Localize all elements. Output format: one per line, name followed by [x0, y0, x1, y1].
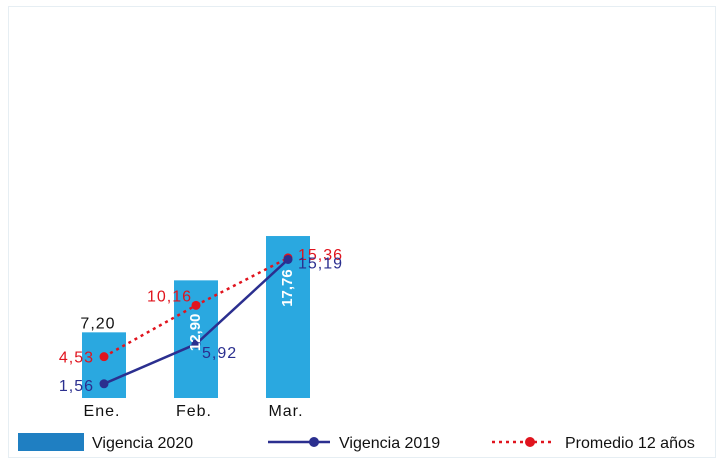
vigencia-2019-point	[99, 379, 109, 389]
vigencia-2019-point	[283, 254, 293, 264]
bar-value-label: 17,76	[279, 269, 296, 307]
promedio-value-label: 10,16	[147, 288, 192, 305]
promedio-value-label: 4,53	[59, 350, 94, 367]
legend-marker	[525, 437, 535, 447]
x-tick-label: Mar.	[268, 403, 303, 420]
vigencia-2019-value-label: 1,56	[59, 378, 94, 395]
legend-swatch-bar	[18, 433, 84, 451]
bar-value-label: 7,20	[80, 315, 115, 332]
legend-label: Vigencia 2020	[92, 435, 193, 452]
legend-label: Promedio 12 años	[565, 435, 695, 452]
bar-feb	[174, 280, 218, 398]
bar-value-label: 12,90	[187, 314, 204, 352]
x-tick-label: Ene.	[84, 403, 121, 420]
promedio-point	[191, 300, 201, 310]
vigencia-2019-value-label: 15,19	[298, 255, 343, 272]
vigencia-2019-point	[191, 339, 201, 349]
vigencia-2019-value-label: 5,92	[202, 345, 237, 362]
x-tick-label: Feb.	[176, 403, 212, 420]
promedio-value-label: 15,36	[298, 247, 343, 264]
legend-label: Vigencia 2019	[339, 435, 440, 452]
legend-marker	[309, 437, 319, 447]
promedio-point	[99, 352, 109, 362]
